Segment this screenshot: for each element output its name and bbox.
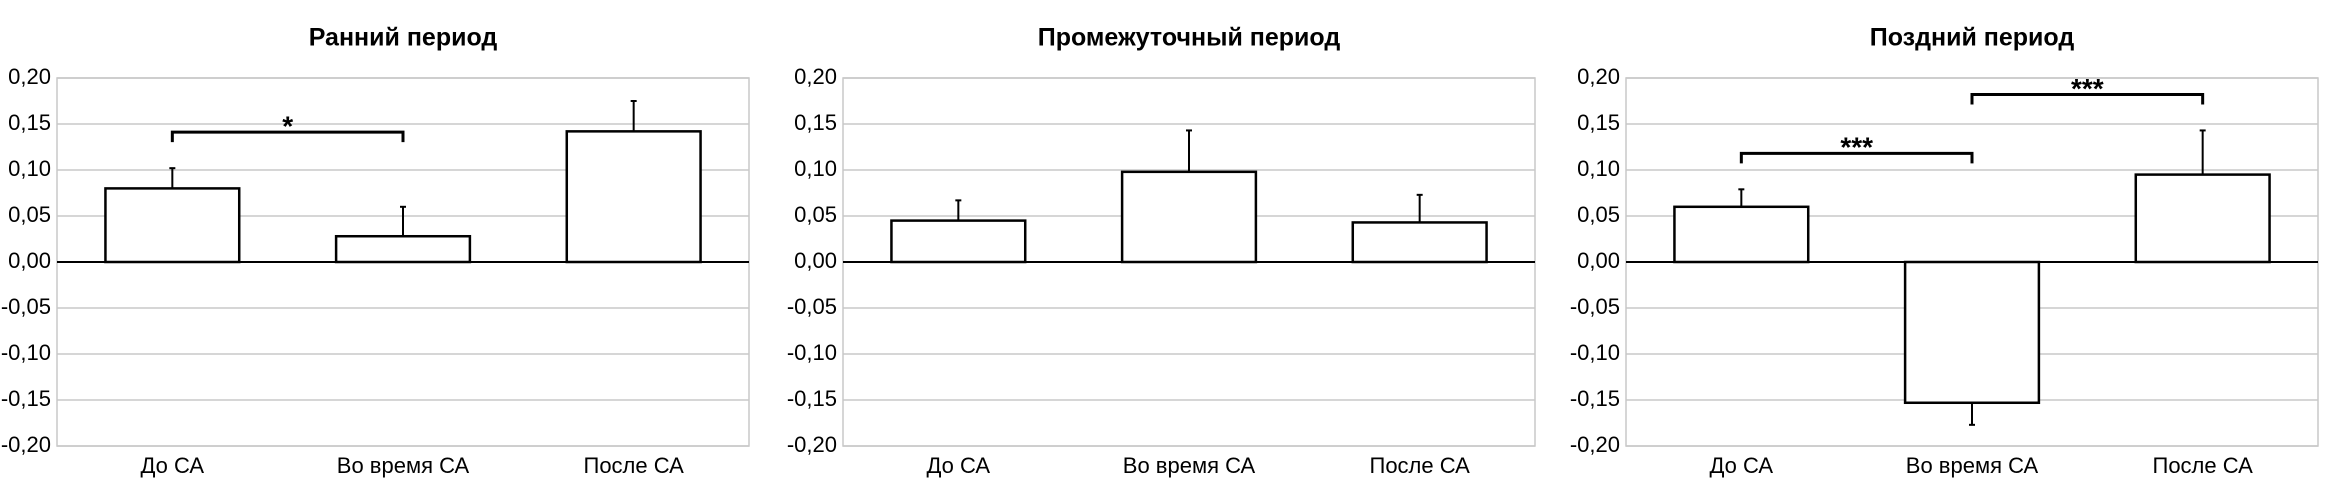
bar bbox=[334, 234, 472, 264]
y-tick-label: 0,10 bbox=[1577, 156, 1620, 181]
x-tick-label: После СА bbox=[2153, 453, 2254, 478]
bar bbox=[2134, 173, 2271, 264]
y-tick-label: 0,05 bbox=[8, 202, 51, 227]
y-tick-label: -0,05 bbox=[787, 294, 837, 319]
x-tick-label: После СА bbox=[1370, 453, 1471, 478]
y-tick-label: 0,15 bbox=[1577, 110, 1620, 135]
chart-title: Промежуточный период bbox=[1038, 24, 1341, 52]
chart-title: Ранний период bbox=[309, 24, 498, 52]
y-tick-label: 0,15 bbox=[8, 110, 51, 135]
x-tick-label: Во время СА bbox=[1123, 453, 1256, 478]
y-tick-label: 0,00 bbox=[794, 248, 837, 273]
bar bbox=[104, 187, 241, 264]
y-tick-label: 0,05 bbox=[794, 202, 837, 227]
y-tick-label: 0,20 bbox=[794, 64, 837, 89]
y-tick-label: 0,10 bbox=[8, 156, 51, 181]
y-tick-label: -0,15 bbox=[1570, 386, 1620, 411]
y-tick-label: -0,10 bbox=[1570, 340, 1620, 365]
significance-label: *** bbox=[2071, 73, 2104, 104]
y-tick-label: -0,10 bbox=[787, 340, 837, 365]
y-tick-label: -0,05 bbox=[1570, 294, 1620, 319]
significance-bracket bbox=[1739, 151, 1974, 164]
x-tick-label: До СА bbox=[141, 453, 205, 478]
y-tick-label: -0,15 bbox=[787, 386, 837, 411]
y-tick-label: 0,00 bbox=[8, 248, 51, 273]
bar bbox=[890, 219, 1027, 264]
y-tick-label: -0,05 bbox=[1, 294, 51, 319]
significance-label: *** bbox=[1840, 132, 1873, 163]
significance-bracket bbox=[170, 130, 405, 143]
y-tick-label: -0,20 bbox=[1, 432, 51, 457]
y-tick-label: -0,20 bbox=[1570, 432, 1620, 457]
x-tick-label: После СА bbox=[584, 453, 685, 478]
y-tick-label: -0,15 bbox=[1, 386, 51, 411]
significance-bracket bbox=[1970, 92, 2205, 105]
bar bbox=[1120, 170, 1258, 264]
x-tick-label: Во время СА bbox=[1906, 453, 2039, 478]
y-tick-label: 0,10 bbox=[794, 156, 837, 181]
y-tick-label: 0,20 bbox=[1577, 64, 1620, 89]
y-tick-label: 0,00 bbox=[1577, 248, 1620, 273]
y-tick-label: 0,15 bbox=[794, 110, 837, 135]
bar bbox=[1673, 205, 1810, 264]
bar bbox=[1903, 260, 2041, 405]
x-tick-label: До СА bbox=[1710, 453, 1774, 478]
y-tick-label: 0,05 bbox=[1577, 202, 1620, 227]
chart-title: Поздний период bbox=[1870, 24, 2075, 52]
y-tick-label: 0,20 bbox=[8, 64, 51, 89]
x-tick-label: Во время СА bbox=[337, 453, 470, 478]
y-tick-label: -0,10 bbox=[1, 340, 51, 365]
bar bbox=[565, 130, 702, 264]
x-tick-label: До СА bbox=[927, 453, 991, 478]
significance-label: * bbox=[282, 111, 293, 142]
bar bbox=[1351, 221, 1488, 264]
y-tick-label: -0,20 bbox=[787, 432, 837, 457]
